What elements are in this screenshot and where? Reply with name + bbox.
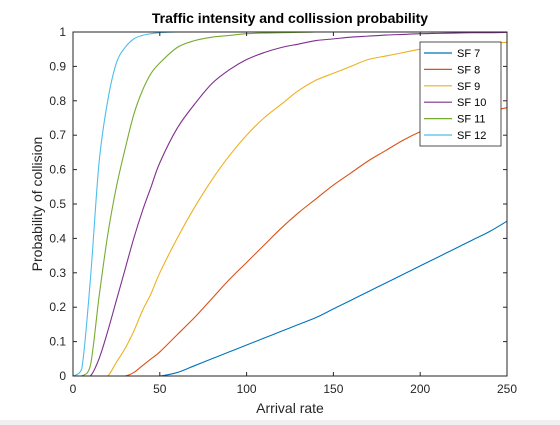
y-axis-label: Probability of collision bbox=[29, 137, 45, 272]
y-tick-label: 0.5 bbox=[49, 197, 66, 211]
legend-label: SF 12 bbox=[457, 130, 486, 142]
x-tick-label: 100 bbox=[237, 382, 257, 396]
x-tick-label: 250 bbox=[497, 382, 517, 396]
legend-label: SF 9 bbox=[457, 81, 480, 93]
y-tick-label: 0.4 bbox=[49, 231, 66, 245]
y-tick-label: 0.8 bbox=[49, 94, 66, 108]
y-tick-label: 0.1 bbox=[49, 335, 66, 349]
y-tick-label: 0.9 bbox=[49, 59, 66, 73]
x-tick-label: 200 bbox=[410, 382, 430, 396]
legend-label: SF 7 bbox=[457, 48, 480, 60]
legend-label: SF 11 bbox=[457, 114, 486, 126]
legend-label: SF 10 bbox=[457, 97, 486, 109]
y-tick-label: 0.7 bbox=[49, 128, 66, 142]
y-tick-label: 0 bbox=[59, 369, 66, 383]
y-tick-label: 0.3 bbox=[49, 266, 66, 280]
y-tick-label: 0.6 bbox=[49, 163, 66, 177]
x-tick-label: 50 bbox=[153, 382, 167, 396]
y-tick-label: 0.2 bbox=[49, 300, 66, 314]
x-tick-label: 150 bbox=[323, 382, 343, 396]
x-axis-label: Arrival rate bbox=[256, 400, 324, 416]
x-tick-label: 0 bbox=[70, 382, 77, 396]
y-tick-label: 1 bbox=[59, 25, 66, 39]
legend-label: SF 8 bbox=[457, 64, 480, 76]
chart-title: Traffic intensity and collission probabi… bbox=[152, 10, 428, 26]
legend: SF 7 SF 8 SF 9 SF 10 SF 11 SF 12 bbox=[420, 42, 501, 146]
